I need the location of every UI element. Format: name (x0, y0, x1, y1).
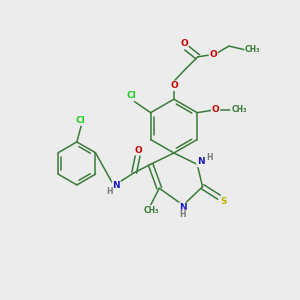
Text: N: N (179, 203, 186, 212)
Text: CH₃: CH₃ (231, 105, 247, 114)
Text: Cl: Cl (76, 116, 85, 125)
Text: O: O (209, 50, 217, 59)
Text: N: N (197, 158, 205, 166)
Text: H: H (179, 210, 186, 219)
Text: H: H (206, 153, 213, 162)
Text: O: O (134, 146, 142, 155)
Text: CH₃: CH₃ (143, 206, 159, 215)
Text: O: O (180, 39, 188, 48)
Text: H: H (106, 187, 112, 196)
Text: Cl: Cl (127, 92, 137, 100)
Text: S: S (221, 197, 227, 206)
Text: CH₃: CH₃ (245, 45, 260, 54)
Text: O: O (170, 81, 178, 90)
Text: O: O (212, 105, 220, 114)
Text: N: N (112, 181, 120, 190)
